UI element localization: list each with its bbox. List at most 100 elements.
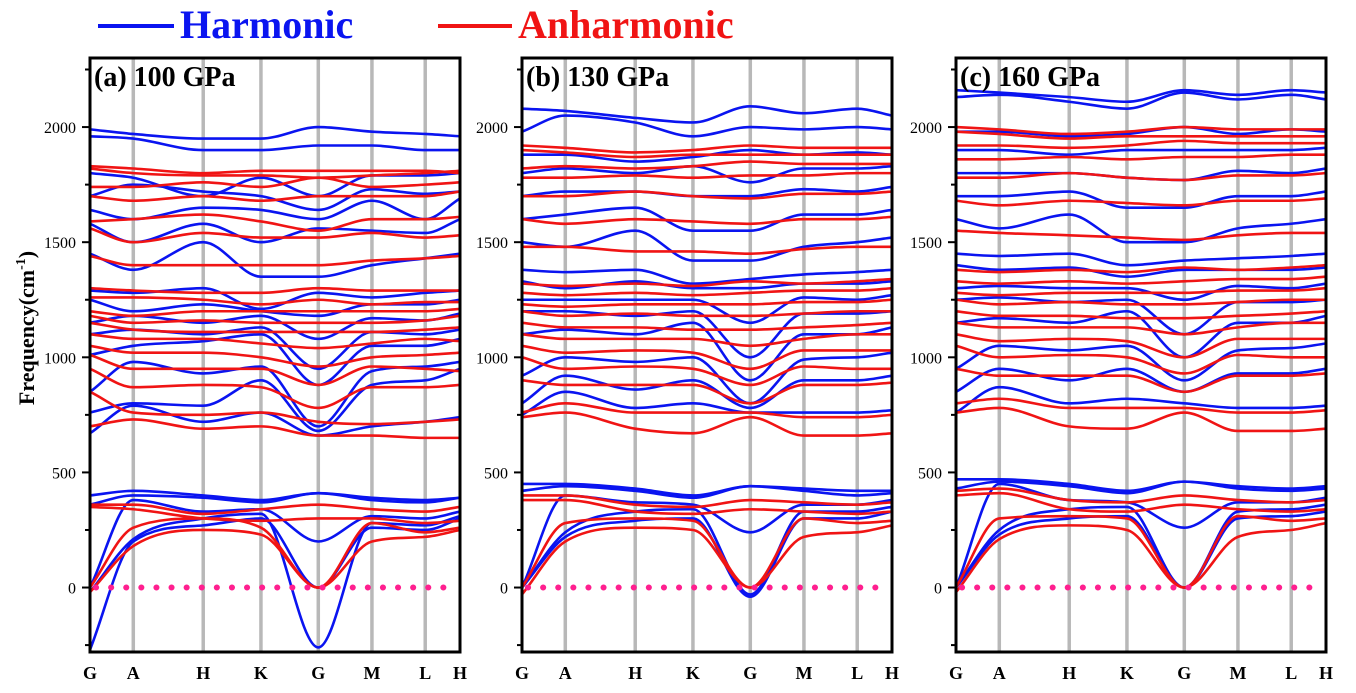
panel-a-anharmonic-band-13 [90,296,460,306]
y-axis-label-close: ) [14,251,39,258]
panel-b-ytick-label-1000: 1000 [476,350,508,367]
panel-b-anharmonic-band-18 [522,171,892,180]
panel-b-harmonic-band-14 [522,206,892,232]
panel-a-title: (a) 100 GPa [94,62,236,93]
panel-b-series-anharmonic [522,144,892,596]
panel-b-harmonic-band-4 [522,482,892,497]
panel-b-anharmonic-band-13 [522,286,892,297]
panel-c-anharmonic-band-2 [956,491,1326,513]
panel-a-anharmonic-band-6 [90,367,460,410]
y-axis-label: Frequency(cm-1) [14,251,39,405]
panel-b-ytick-label-1500: 1500 [476,235,508,252]
panel-b-harmonic-band-3 [522,484,892,500]
panel-a-harmonic-band-11 [90,298,460,318]
panel-c-anharmonic-band-9 [956,321,1326,336]
y-axis-label-main: Frequency(cm [14,270,39,405]
panel-b-xtick-label-4: G [743,663,757,683]
panel-a-xtick-label-5: M [363,663,380,683]
panel-a-anharmonic-band-10 [90,321,460,334]
panel-b: 0 500 1000 1500 2000 G A H K G M L H (b) 130 GPa [476,56,899,683]
panels: 0 500 1000 1500 2000 G A H K G M L H (a) 100 GPa 0 500 1… [44,56,1333,683]
panel-c-xtick-label-4: G [1177,663,1191,683]
panel-a-harmonic-band-8 [90,332,460,387]
panel-c-harmonic-band-16 [956,146,1326,156]
panel-c-xtick-label-0: G [949,663,963,683]
panel-b-anharmonic-band-4 [522,411,892,437]
panel-c-xtick-label-5: M [1229,663,1246,683]
panel-c-harmonic-band-6 [956,367,1326,394]
panel-b-harmonic-band-18 [522,114,892,138]
panel-c-harmonic-band-18 [956,91,1326,110]
panel-b-anharmonic-band-12 [522,298,892,308]
panel-c-ytick-label-2000: 2000 [910,120,942,137]
panel-c-anharmonic-band-11 [956,298,1326,306]
panel-b-anharmonic-band-5 [522,402,892,419]
legend-label-harmonic: Harmonic [180,2,353,47]
panel-b-xtick-label-6: L [851,663,863,683]
panel-c-harmonic-band-12 [956,252,1326,267]
panel-a-xtick-label-2: H [196,663,210,683]
panel-b-anharmonic-band-1 [522,517,892,589]
panel-c-anharmonic-band-17 [956,171,1326,182]
panel-b-harmonic-band-19 [522,105,892,124]
panel-c-harmonic-band-3 [956,480,1326,495]
panel-c-bands [956,88,1326,594]
legend-label-anharmonic: Anharmonic [518,2,734,47]
panel-a-harmonic-band-2 [90,498,460,589]
panel-b-anharmonic-band-6 [522,379,892,405]
panel-c-anharmonic-band-13 [956,275,1326,285]
panel-b-frame [520,56,894,654]
panel-b-anharmonic-band-3 [522,494,892,509]
panel-b-harmonic-band-10 [522,293,892,325]
panel-c-xtick-label-7: H [1319,663,1333,683]
panel-c-anharmonic-band-16 [956,197,1326,207]
panel-b-anharmonic-band-9 [522,332,892,348]
panel-c-harmonic-band-4 [956,478,1326,493]
panel-c-anharmonic-band-10 [956,309,1326,320]
panel-b-anharmonic-band-2 [522,498,892,516]
panel-a-anharmonic-band-8 [90,344,460,368]
panel-c-harmonic-band-1 [956,503,1326,589]
panel-a-anharmonic-band-1 [90,517,460,589]
panel-c-harmonic-band-14 [956,190,1326,209]
panel-b-harmonic-band-12 [522,268,892,285]
panel-c-anharmonic-band-12 [956,286,1326,297]
panel-a-bands [90,125,460,651]
panel-a-anharmonic-band-21 [90,164,460,175]
panel-a-harmonic-band-6 [90,367,460,433]
panel-b-xtick-label-5: M [795,663,812,683]
panel-c-anharmonic-band-3 [956,487,1326,504]
panel-a-harmonic-band-1 [90,512,460,649]
panel-b-anharmonic-band-15 [522,245,892,255]
panel-c-anharmonic-band-6 [956,367,1326,394]
panel-a-harmonic-band-3 [90,491,460,506]
panel-c-xtick-label-6: L [1285,663,1297,683]
panel-b-title: (b) 130 GPa [526,62,669,93]
panel-a-harmonic-band-19 [90,125,460,140]
panel-c-harmonic-band-2 [956,482,1326,589]
panel-c-xtick-label-1: A [993,663,1006,683]
panel-b-anharmonic-band-8 [522,344,892,371]
panel-b-xtick-label-0: G [515,663,529,683]
panel-a-anharmonic-band-19 [90,176,460,189]
panel-b-anharmonic-band-10 [522,321,892,331]
panel-b-anharmonic-band-0 [522,524,892,596]
panel-c-harmonic-band-5 [956,385,1326,414]
panel-b-anharmonic-band-21 [522,144,892,154]
panel-b-harmonic-band-11 [522,280,892,290]
panel-c-xtick-label-3: K [1120,663,1134,683]
panel-c-ytick-label-1500: 1500 [910,235,942,252]
panel-b-bands [522,105,892,599]
panel-c-anharmonic-band-18 [956,153,1326,161]
panel-a-anharmonic-band-17 [90,213,460,232]
panel-a-xtick-label-3: K [254,663,268,683]
panel-b-harmonic-band-7 [522,351,892,405]
panel-c-anharmonic-band-14 [956,263,1326,274]
panel-a-ytick-label-0: 0 [68,581,76,598]
panel-a-anharmonic-band-15 [90,254,460,267]
panel-b-xtick-label-1: A [559,663,572,683]
panel-a-anharmonic-band-4 [90,418,460,440]
panel-b-anharmonic-band-17 [522,190,892,200]
